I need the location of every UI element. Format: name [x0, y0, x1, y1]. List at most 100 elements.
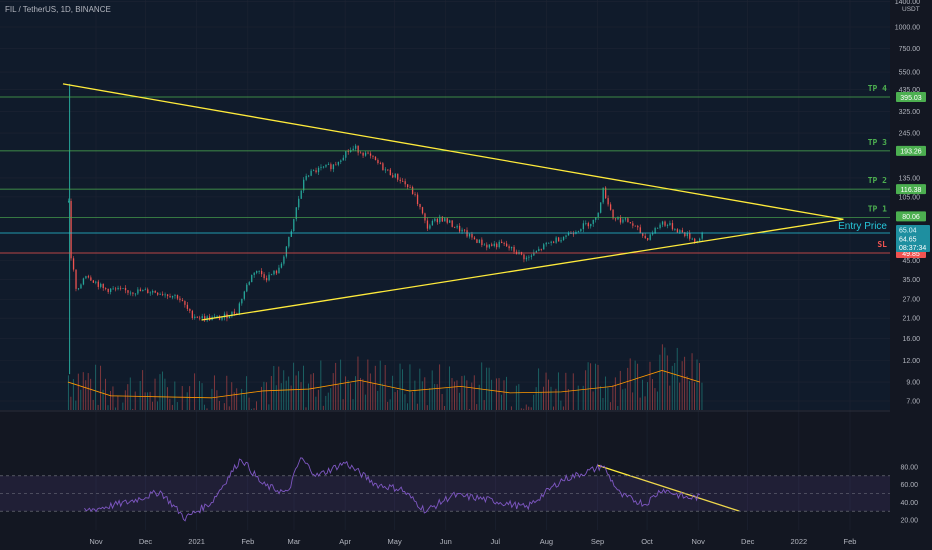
volume-bar [649, 361, 651, 410]
candle [419, 204, 421, 208]
volume-bar [157, 401, 158, 410]
volume-bar [317, 389, 319, 410]
candle [305, 175, 307, 180]
candle [290, 231, 292, 237]
volume-bar [231, 382, 233, 410]
candle [231, 311, 233, 317]
candle [303, 179, 305, 191]
candle [451, 220, 453, 227]
volume-bar [174, 381, 176, 410]
volume-bar [127, 384, 129, 410]
candle [161, 294, 164, 296]
volume-bar [684, 356, 686, 410]
price-tag-value: 395.03 [900, 95, 922, 102]
candle [619, 217, 622, 223]
candle [186, 304, 189, 309]
candle [409, 187, 411, 188]
candle [674, 229, 676, 231]
volume-bar [278, 366, 280, 410]
price-unit: USDT [902, 6, 920, 13]
rsi-axis-label: 20.00 [900, 518, 918, 525]
candle [345, 151, 347, 158]
candle [87, 276, 90, 278]
volume-bar [181, 386, 183, 410]
rsi-trendline[interactable] [597, 464, 740, 512]
volume-bar [288, 376, 290, 410]
volume-bar [186, 392, 188, 410]
trendlines[interactable] [62, 83, 844, 512]
candle [659, 224, 661, 228]
candle [129, 292, 132, 294]
time-axis-label: Jul [490, 537, 500, 546]
volume-bar [359, 377, 361, 410]
candle [258, 271, 260, 272]
volume-pane [67, 344, 703, 410]
price-tag-tp [896, 184, 926, 195]
price-axis-label: 9.00 [906, 380, 920, 387]
candle [679, 230, 681, 233]
volume-bar [671, 365, 673, 410]
rsi-axis[interactable]: 80.00 60.00 40.00 20.00 [900, 465, 918, 525]
candle [164, 294, 166, 296]
candle [614, 218, 617, 220]
volume-bar [488, 367, 490, 410]
candle [184, 301, 186, 305]
descending-trendline[interactable] [62, 83, 844, 220]
ascending-trendline[interactable] [201, 218, 844, 321]
candle [446, 218, 448, 223]
candle [434, 218, 436, 221]
candle [70, 200, 72, 259]
candle [607, 198, 609, 205]
price-axis[interactable]: 1400.00 1000.00 750.00 550.00 435.00 325.00 24… [895, 0, 920, 406]
candle [691, 238, 693, 240]
last-price-value: 64.65 [899, 236, 917, 243]
volume-bar [280, 383, 282, 410]
time-axis[interactable]: Nov Dec 2021 Feb Mar Apr May Jun Jul Aug Sep Oct Nov… [89, 537, 856, 546]
candle [112, 288, 114, 290]
price-tags: 395.03 193.26 116.38 80.06 49.85 65.04 64.65 08… [896, 92, 930, 259]
volume-bar [97, 404, 99, 410]
candle [577, 231, 580, 232]
candle [107, 288, 109, 292]
candle [587, 223, 589, 227]
volume-bar [451, 378, 453, 410]
volume-bar [637, 363, 639, 410]
candle [154, 290, 156, 293]
candle [67, 200, 70, 202]
candle [246, 284, 248, 292]
volume-bar [384, 365, 386, 410]
volume-bar [204, 404, 205, 410]
candle [399, 179, 401, 182]
candle [105, 288, 107, 289]
candle [317, 167, 320, 173]
candle [486, 244, 488, 248]
volume-bar [461, 376, 463, 410]
candle [253, 272, 255, 275]
candle [647, 238, 649, 240]
volume-bar [218, 401, 220, 410]
volume-bar [518, 384, 520, 410]
volume-bar [342, 399, 344, 410]
candle [221, 317, 223, 320]
volume-bar [587, 362, 589, 410]
candle [359, 152, 362, 154]
candle [416, 194, 419, 205]
candle [233, 311, 236, 314]
candle [243, 291, 245, 299]
candle [124, 287, 127, 291]
volume-bar [87, 373, 89, 410]
price-axis-label: 1400.00 [895, 0, 920, 6]
level-label: SL [877, 240, 887, 249]
volume-bar [293, 362, 295, 410]
price-tag-tp [896, 211, 926, 222]
candle [463, 229, 466, 231]
volume-bar [602, 397, 604, 410]
volume-bar [298, 371, 300, 410]
volume-bar [592, 391, 594, 410]
candle [149, 292, 151, 294]
candle [590, 223, 592, 227]
volume-bar [540, 392, 542, 410]
volume-bar [555, 388, 557, 410]
volume-bar [330, 388, 332, 410]
